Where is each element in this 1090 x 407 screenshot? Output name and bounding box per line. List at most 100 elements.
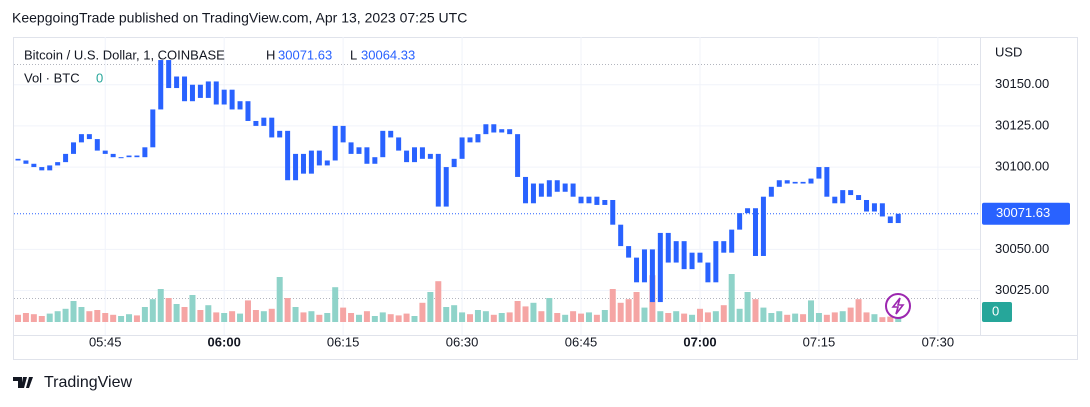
brand-logo[interactable]: TradingView (13, 374, 132, 391)
candle (594, 196, 600, 205)
candle (649, 249, 655, 303)
candle (197, 84, 203, 98)
candle (760, 196, 766, 256)
y-tick-label: 30125.00 (995, 117, 1049, 132)
candle (31, 163, 37, 168)
last-price-label: 30071.63 (996, 205, 1050, 220)
volume-bar (696, 308, 703, 322)
low-label: L (350, 47, 357, 62)
volume-bar (149, 299, 156, 322)
volume-bar (70, 301, 77, 322)
volume-bar (276, 277, 283, 322)
volume-bar (189, 295, 196, 322)
candle (404, 150, 410, 163)
candle (332, 125, 338, 161)
volume-bar (157, 289, 164, 322)
volume-bar (126, 314, 133, 322)
volume-bar (578, 313, 585, 322)
volume-bar (467, 314, 474, 322)
candle (816, 167, 822, 179)
last-price-badge (982, 202, 1070, 225)
candle (134, 155, 140, 158)
x-tick-label: 06:45 (565, 334, 598, 349)
candle (848, 190, 854, 196)
icon-bolt[interactable] (891, 297, 905, 315)
high-value: 30071.63 (278, 47, 332, 62)
candle (340, 125, 346, 143)
volume-bar (363, 311, 370, 322)
candle (721, 241, 727, 253)
candle (856, 195, 862, 200)
volume-bar (252, 310, 259, 322)
volume-bar (260, 311, 267, 322)
volume-bar (823, 314, 830, 322)
candle (308, 150, 314, 174)
volume-badge (982, 302, 1012, 322)
candle (562, 183, 568, 192)
candle (142, 147, 148, 158)
lightning-icon[interactable] (885, 293, 911, 319)
candle (808, 178, 814, 184)
candle (752, 208, 758, 256)
labels: 30025.00 30050.00 30100.00 30125.00 30150.00… (14, 76, 1070, 349)
candle (768, 186, 774, 197)
candle (158, 60, 164, 110)
volume-bar (451, 305, 458, 322)
candle (237, 101, 243, 110)
volume-bar (514, 301, 521, 322)
volume-bar (284, 298, 291, 322)
volume-bars (15, 274, 902, 322)
candle (174, 76, 180, 89)
icon-circle[interactable] (885, 293, 911, 319)
volume-bar (792, 313, 799, 322)
candle (451, 158, 457, 168)
candle (523, 176, 529, 204)
volume-title: Vol · BTC (24, 70, 80, 85)
volume-bar (562, 314, 569, 322)
x-tick-label: 07:00 (683, 334, 716, 349)
candle (205, 81, 211, 98)
volume-bar (609, 289, 616, 322)
candle (871, 203, 877, 212)
candle (23, 160, 29, 164)
candle (412, 147, 417, 163)
volume-bar (268, 308, 275, 322)
volume-bar (443, 307, 450, 322)
candle (634, 257, 640, 283)
volume-bar (585, 312, 592, 322)
volume-bar (395, 315, 402, 322)
candle (586, 196, 592, 204)
candle (483, 124, 489, 135)
volume-bar (808, 300, 814, 322)
volume-bar (308, 311, 315, 322)
x-tick-label: 07:30 (922, 334, 955, 349)
volume-bar (712, 311, 719, 322)
candle (189, 84, 195, 102)
volume-bar (324, 313, 331, 322)
volume-bar (601, 310, 608, 322)
candle (681, 241, 687, 270)
volume-bar (498, 313, 505, 322)
volume-bar (348, 313, 355, 322)
candle (729, 229, 735, 253)
candles (15, 60, 901, 303)
logo-mark[interactable] (13, 377, 33, 388)
candle (356, 147, 362, 154)
candle (626, 246, 632, 258)
volume-bar (62, 308, 69, 322)
currency-label: USD (995, 44, 1022, 59)
volume-bar (22, 313, 29, 322)
candle (792, 181, 798, 184)
volume-bar (490, 314, 497, 322)
volume-bar (332, 287, 339, 322)
candle (300, 153, 306, 174)
volume-bar (459, 312, 466, 322)
brand-name[interactable]: TradingView (44, 374, 132, 391)
candle (705, 262, 711, 283)
y-tick-label: 30150.00 (995, 76, 1049, 91)
volume-bar (871, 314, 878, 322)
candle (800, 181, 806, 184)
volume-badge-label: 0 (992, 303, 999, 318)
candle (63, 153, 69, 163)
candle (737, 213, 743, 230)
